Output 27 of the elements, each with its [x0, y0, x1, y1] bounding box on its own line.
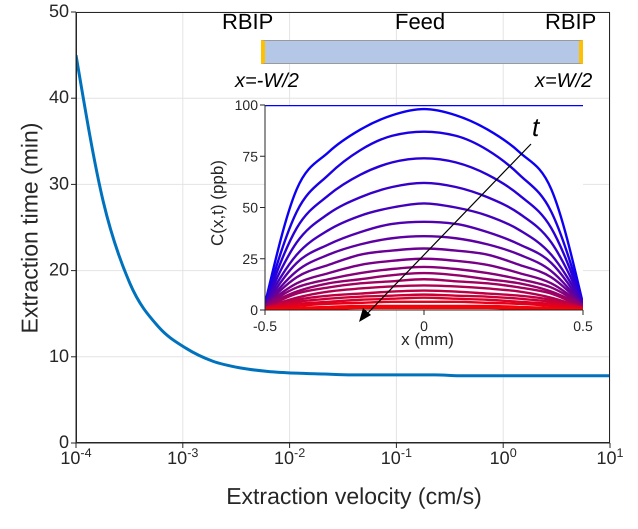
x-tick-label: 10$^{-3}$ [167, 446, 198, 468]
x-tick-label: -0.5 [252, 318, 278, 334]
x-tick-label: 10$^{-1}$ [380, 446, 412, 468]
y-tick-label: 0 [58, 432, 69, 452]
x-tick-label: 10$^{1}$ [596, 446, 624, 468]
annotation: x=-W/2 [235, 70, 299, 92]
y-tick-label: 10 [48, 346, 69, 366]
y-tick-label: 0 [250, 302, 258, 318]
x-tick-label: 10$^{-2}$ [274, 446, 306, 468]
y-axis-title: C(x,t) (ppb) [208, 160, 228, 246]
y-tick-label: 20 [48, 260, 69, 280]
y-tick-label: 75 [242, 148, 258, 164]
y-tick-label: 25 [242, 250, 258, 267]
annotation: RBIP [545, 9, 596, 34]
y-tick-label: 30 [48, 173, 69, 194]
annotation: Feed [395, 9, 446, 34]
annotation: RBIP [222, 9, 274, 34]
y-tick-label: 40 [48, 87, 69, 108]
x-tick-label: 10$^{0}$ [490, 446, 517, 468]
y-tick-label: 50 [242, 200, 258, 216]
y-tick-label: 100 [234, 97, 258, 113]
annotation: x=W/2 [535, 70, 592, 92]
y-tick-label: 50 [48, 1, 69, 21]
y-axis-title: Extraction time (min) [16, 122, 44, 334]
x-tick-label: 0.5 [573, 318, 593, 334]
x-axis-title: Extraction velocity (cm/s) [225, 483, 483, 510]
annotation: t [532, 112, 540, 142]
